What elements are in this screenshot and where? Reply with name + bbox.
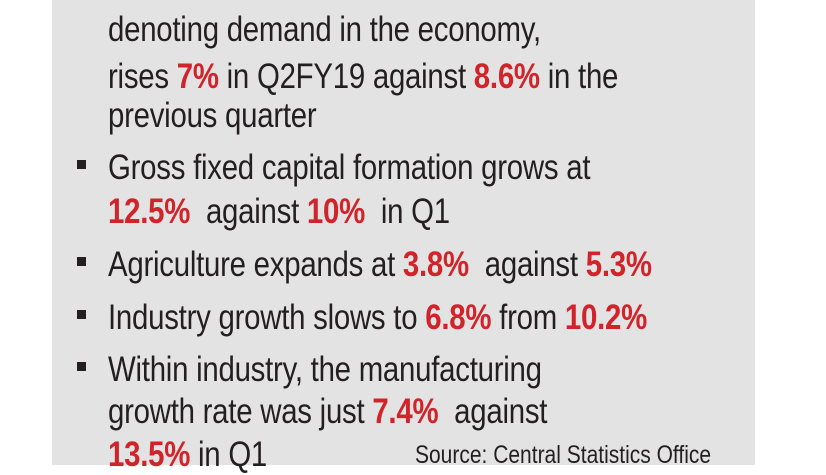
text: previous quarter: [108, 96, 317, 135]
item-5-line-2: growth rate was just 7.4% against: [108, 392, 547, 432]
text: growth rate was just: [108, 392, 373, 431]
highlight-value: 8.6%: [473, 57, 540, 96]
item-2-line-1: Gross fixed capital formation grows at: [108, 148, 591, 188]
item-5-line-3: 13.5% in Q1: [108, 435, 267, 475]
infobox-panel: [52, 0, 755, 465]
item-1-line-1: denoting demand in the economy,: [108, 10, 541, 50]
text: in the: [539, 57, 619, 96]
text: in Q1: [190, 435, 268, 474]
item-4-line-1: Industry growth slows to 6.8% from 10.2%: [108, 298, 647, 338]
text: denoting demand in the economy,: [108, 10, 541, 49]
highlight-value: 7.4%: [372, 392, 439, 431]
item-3-line-1: Agriculture expands at 3.8% against 5.3%: [108, 245, 652, 285]
highlight-value: 3.8%: [402, 245, 469, 284]
text: against: [468, 245, 586, 284]
highlight-value: 7%: [176, 57, 219, 96]
highlight-value: 6.8%: [425, 298, 492, 337]
source-credit: Source: Central Statistics Office: [415, 441, 712, 469]
text: against: [438, 392, 548, 431]
item-1-line-3: previous quarter: [108, 96, 317, 136]
text: rises: [108, 57, 177, 96]
text: Gross fixed capital formation grows at: [108, 148, 591, 187]
bullet-icon: [77, 362, 86, 371]
highlight-value: 10.2%: [564, 298, 647, 337]
highlight-value: 10%: [306, 192, 366, 231]
text: Industry growth slows to: [108, 298, 426, 337]
bullet-icon: [77, 310, 86, 319]
highlight-value: 13.5%: [108, 435, 191, 474]
text: Within industry, the manufacturing: [108, 350, 542, 389]
bullet-icon: [77, 160, 86, 169]
text: in Q2FY19 against: [218, 57, 474, 96]
text: against: [190, 192, 307, 231]
highlight-value: 12.5%: [108, 192, 191, 231]
highlight-value: 5.3%: [585, 245, 652, 284]
item-5-line-1: Within industry, the manufacturing: [108, 350, 542, 390]
bullet-icon: [77, 257, 86, 266]
text: from: [491, 298, 565, 337]
text: in Q1: [365, 192, 450, 231]
item-1-line-2: rises 7% in Q2FY19 against 8.6% in the: [108, 57, 618, 97]
item-2-line-2: 12.5% against 10% in Q1: [108, 192, 450, 232]
text: Agriculture expands at: [108, 245, 403, 284]
